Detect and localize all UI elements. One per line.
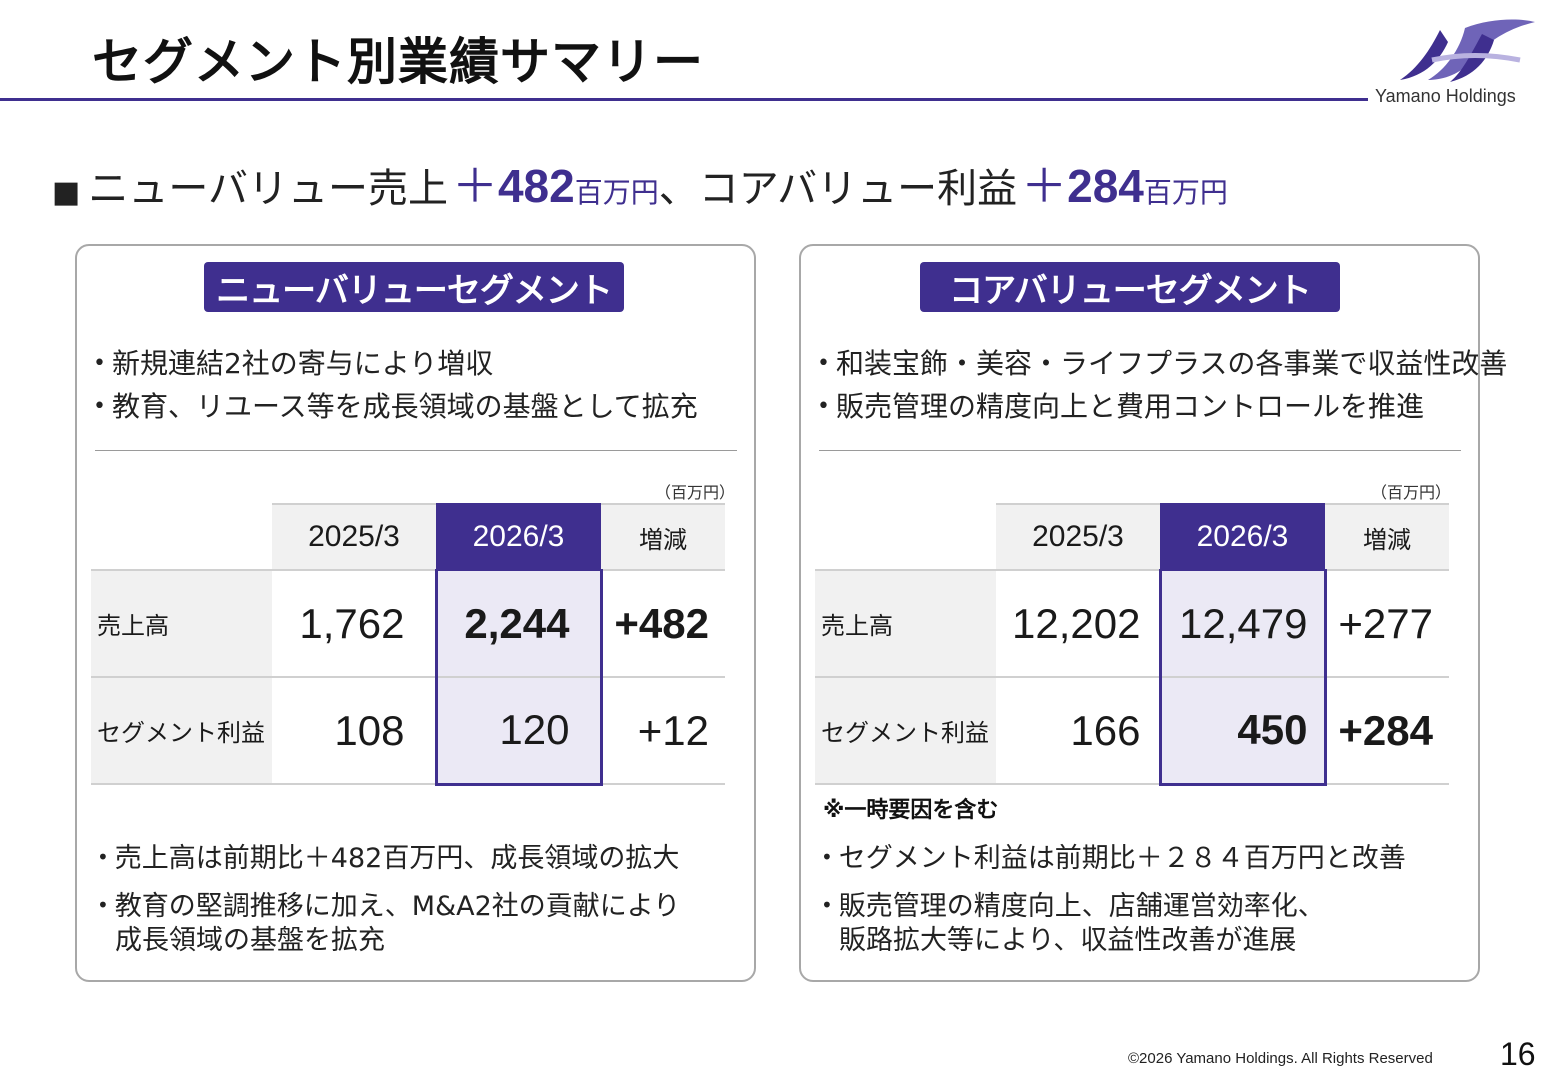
header-change: 増減 [601, 503, 725, 571]
new-value-panel: ニューバリューセグメント 新規連結2社の寄与により増収 教育、リユース等を成長領… [75, 244, 756, 982]
profit-change-value: +12 [601, 677, 725, 785]
headline-new-value-text: ニューバリュー売上 [88, 166, 448, 212]
sales-prev-value: 1,762 [272, 570, 436, 678]
table-row: セグメント利益 108 120 +12 [91, 677, 725, 786]
sales-current-value: 2,244 [434, 570, 603, 678]
core-value-bullets: 和装宝飾・美容・ライフプラスの各事業で収益性改善 販売管理の精度向上と費用コント… [817, 342, 1507, 428]
unit-note: （百万円） [655, 483, 736, 502]
new-value-bullets: 新規連結2社の寄与により増収 教育、リユース等を成長領域の基盤として拡充 [93, 342, 698, 428]
sales-current-value: 12,479 [1158, 570, 1327, 678]
headline: ■ ニューバリュー売上 ＋ 482 百万円 、コアバリュー利益 ＋ 284 百万… [52, 150, 1228, 216]
header-change: 増減 [1325, 503, 1449, 571]
title-divider [0, 98, 1368, 101]
row-label-segment-profit: セグメント利益 [91, 677, 272, 785]
list-item: 販売管理の精度向上と費用コントロールを推進 [817, 385, 1507, 428]
row-label-segment-profit: セグメント利益 [815, 677, 996, 785]
list-item: 売上高は前期比＋482百万円、成長領域の拡大 [97, 840, 680, 876]
headline-plus-1: ＋ [451, 159, 498, 213]
sales-change-value: +482 [601, 570, 725, 678]
row-label-sales: 売上高 [91, 570, 272, 678]
core-value-panel: コアバリューセグメント 和装宝飾・美容・ライフプラスの各事業で収益性改善 販売管… [799, 244, 1507, 982]
core-value-table: 2025/3 2026/3 増減 売上高 12,202 12,479 +277 … [815, 503, 1449, 786]
profit-current-value: 120 [434, 677, 603, 786]
profit-change-value: +284 [1325, 677, 1449, 785]
logo-text: Yamano Holdings [1375, 86, 1516, 106]
yamano-logo-icon [1400, 19, 1535, 82]
list-item: 教育、リユース等を成長領域の基盤として拡充 [93, 385, 698, 428]
copyright: ©2026 Yamano Holdings. All Rights Reserv… [1128, 1050, 1433, 1067]
list-item: 新規連結2社の寄与により増収 [93, 342, 698, 385]
list-item: 和装宝飾・美容・ライフプラスの各事業で収益性改善 [817, 342, 1507, 385]
profit-current-value: 450 [1158, 677, 1327, 786]
profit-prev-value: 108 [272, 677, 436, 785]
sales-prev-value: 12,202 [996, 570, 1160, 678]
table-row: セグメント利益 166 450 +284 [815, 677, 1449, 786]
footnote: ※一時要因を含む [823, 798, 999, 823]
new-value-notes: 売上高は前期比＋482百万円、成長領域の拡大 教育の堅調推移に加え、M&A2社の… [97, 840, 680, 970]
headline-value-2: 284 [1067, 160, 1144, 212]
table-row: 売上高 12,202 12,479 +277 [815, 570, 1449, 678]
headline-plus-2: ＋ [1021, 159, 1068, 213]
new-value-table: 2025/3 2026/3 増減 売上高 1,762 2,244 +482 セグ… [91, 503, 725, 786]
core-value-segment-label: コアバリューセグメント [920, 262, 1340, 312]
page-number: 16 [1500, 1036, 1536, 1072]
header-prev-year: 2025/3 [272, 503, 436, 571]
header-current-year: 2026/3 [1160, 503, 1325, 571]
header-prev-year: 2025/3 [996, 503, 1160, 571]
panel-divider [819, 450, 1461, 451]
list-item: 販売管理の精度向上、店舗運営効率化、販路拡大等により、収益性改善が進展 [821, 888, 1406, 958]
headline-unit-1: 百万円 [574, 176, 659, 209]
page-title: セグメント別業績サマリー [92, 33, 704, 91]
headline-unit-2: 百万円 [1143, 176, 1228, 209]
unit-note: （百万円） [1371, 483, 1452, 502]
table-corner [815, 504, 996, 571]
table-row: 売上高 1,762 2,244 +482 [91, 570, 725, 678]
panel-divider [95, 450, 737, 451]
table-corner [91, 504, 272, 571]
core-value-notes: セグメント利益は前期比＋２８４百万円と改善 販売管理の精度向上、店舗運営効率化、… [821, 840, 1406, 970]
headline-core-value-text: 、コアバリュー利益 [658, 166, 1018, 212]
square-bullet-icon: ■ [52, 175, 81, 210]
header-current-year: 2026/3 [436, 503, 601, 571]
profit-prev-value: 166 [996, 677, 1160, 785]
list-item: セグメント利益は前期比＋２８４百万円と改善 [821, 840, 1406, 876]
sales-change-value: +277 [1325, 570, 1449, 678]
headline-value-1: 482 [497, 160, 575, 212]
row-label-sales: 売上高 [815, 570, 996, 678]
new-value-segment-label: ニューバリューセグメント [204, 262, 624, 312]
